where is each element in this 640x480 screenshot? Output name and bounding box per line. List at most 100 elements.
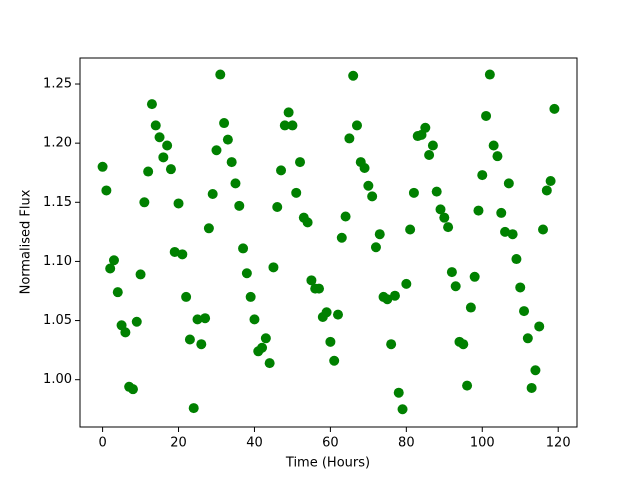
x-tick-label: 120 [546,436,571,451]
point [359,162,370,173]
point [249,314,260,325]
point [481,110,492,121]
point [139,197,150,208]
point [450,281,461,292]
point [219,118,230,129]
point [344,133,355,144]
point [184,334,195,345]
x-axis-label: Time (Hours) [285,456,370,471]
plot-frame [79,57,578,428]
point [276,165,287,176]
point [329,355,340,366]
point [427,140,438,151]
point [150,120,161,131]
point [443,222,454,233]
point [500,226,511,237]
point [127,384,138,395]
point [321,307,332,318]
point [169,246,180,257]
point [131,316,142,327]
point [200,313,211,324]
y-tick-label: 1.00 [43,372,72,387]
point [222,134,233,145]
x-tick-label: 80 [398,436,415,451]
point [374,229,385,240]
y-tick-label: 1.20 [43,136,72,151]
point [386,339,397,350]
point [120,327,131,338]
point [519,306,530,317]
x-tick-label: 20 [170,436,187,451]
point [431,186,442,197]
point [389,290,400,301]
point [515,282,526,293]
point [348,70,359,81]
point [241,268,252,279]
point [435,204,446,215]
point [503,178,514,189]
point [332,309,343,320]
point [234,200,245,211]
point [496,207,507,218]
point [549,103,560,114]
point [158,152,169,163]
point [473,205,484,216]
point [530,365,541,376]
point [226,157,237,168]
point [215,69,226,80]
y-axis-label: Normalised Flux [19,189,34,294]
point [257,342,268,353]
point [363,180,374,191]
point [511,254,522,265]
point [446,267,457,278]
point [291,187,302,198]
x-tick-label: 40 [246,436,263,451]
y-tick-label: 1.05 [43,313,72,328]
point [238,243,249,254]
point [484,69,495,80]
x-tick-label: 100 [470,436,495,451]
point [405,224,416,235]
point [382,294,393,305]
y-tick-label: 1.25 [43,77,72,92]
point [420,122,431,133]
point [108,255,119,266]
point [245,291,256,302]
point [424,149,435,160]
point [196,339,207,350]
point [188,403,199,414]
point [146,99,157,110]
point [325,336,336,347]
point [268,262,279,273]
point [465,302,476,313]
point [492,151,503,162]
point [101,185,112,196]
point [97,161,108,172]
point [336,232,347,243]
point [260,333,271,344]
point [192,314,203,325]
point [105,263,116,274]
point [162,140,173,151]
point [165,164,176,175]
point [541,185,552,196]
point [135,269,146,280]
point [154,132,165,143]
point [458,339,469,350]
point [522,333,533,344]
point [488,140,499,151]
point [401,278,412,289]
point [393,387,404,398]
point [287,120,298,131]
point [143,166,154,177]
point [340,211,351,222]
point [211,145,222,156]
point [279,120,290,131]
point [112,287,123,298]
point [264,358,275,369]
point [507,229,518,240]
point [469,271,480,282]
point [370,242,381,253]
point [526,382,537,393]
